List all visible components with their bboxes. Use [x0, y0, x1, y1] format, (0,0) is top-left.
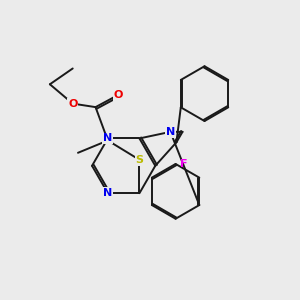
- Text: O: O: [114, 90, 123, 100]
- Text: N: N: [103, 134, 112, 143]
- Text: F: F: [180, 159, 187, 169]
- Text: O: O: [68, 99, 77, 109]
- Text: N: N: [103, 188, 112, 198]
- Text: N: N: [166, 127, 175, 137]
- Text: S: S: [136, 155, 143, 165]
